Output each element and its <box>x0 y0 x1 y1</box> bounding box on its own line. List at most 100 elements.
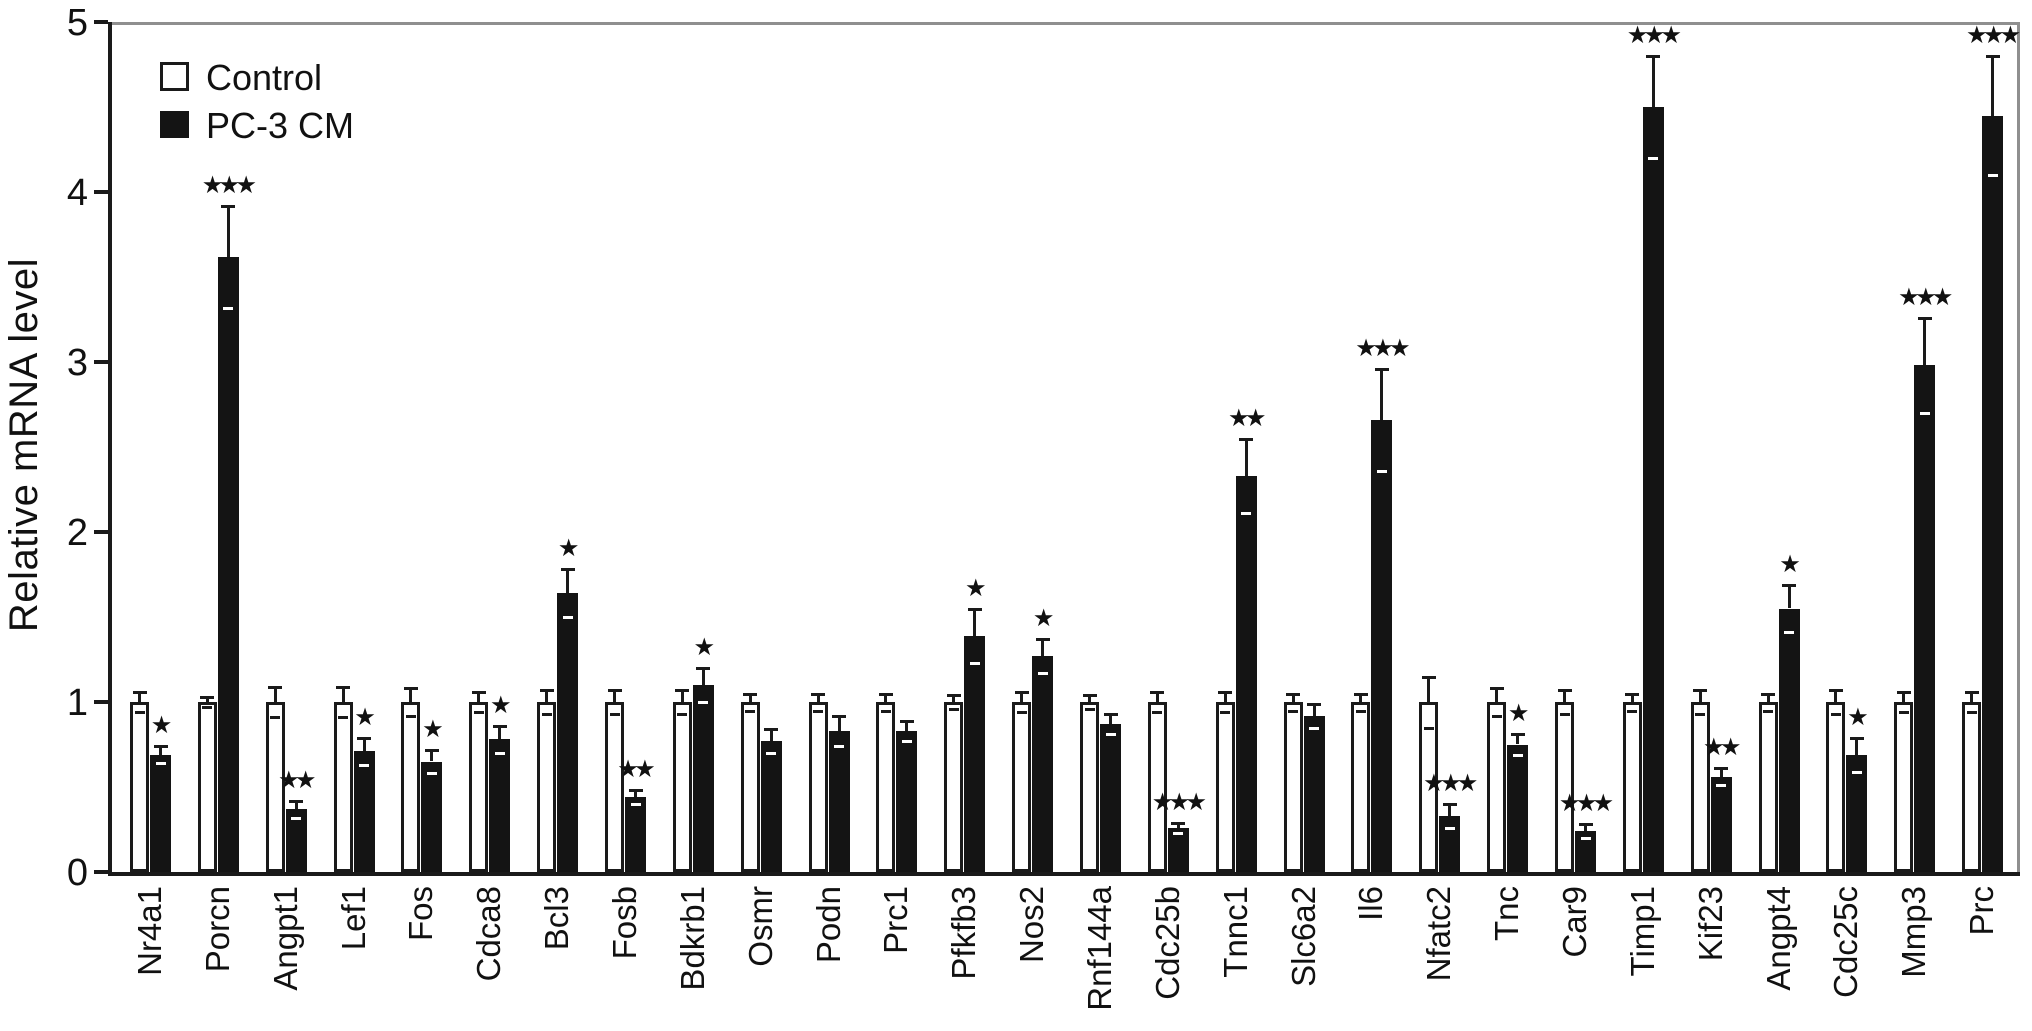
treatment-error-cap-lower <box>155 762 166 766</box>
control-error-cap-lower <box>338 716 349 720</box>
treatment-bar <box>964 635 986 872</box>
y-tick-label: 5 <box>66 2 88 44</box>
significance-stars: ★★ <box>279 768 315 792</box>
treatment-error-cap-upper <box>628 789 643 793</box>
control-error-cap-lower <box>1695 712 1706 716</box>
control-error-cap-upper <box>1014 690 1029 694</box>
control-error-cap-lower <box>202 706 213 710</box>
treatment-error-whisker <box>1448 804 1452 816</box>
control-error-cap-upper <box>1082 694 1097 698</box>
treatment-bar <box>1032 656 1054 872</box>
control-error-cap-lower <box>745 709 756 713</box>
treatment-error-cap-upper <box>832 714 847 718</box>
control-error-cap-upper <box>1828 689 1843 693</box>
treatment-error-cap-lower <box>1784 631 1795 635</box>
treatment-error-cap-lower <box>630 803 641 806</box>
treatment-error-cap-lower <box>1919 412 1930 415</box>
control-error-cap-lower <box>270 716 281 720</box>
significance-stars: ★ <box>355 705 375 729</box>
significance-stars: ★ <box>1034 607 1053 631</box>
y-axis-line <box>108 22 112 876</box>
x-axis-label: Mmp3 <box>1895 886 1933 978</box>
control-bar <box>1962 702 1982 872</box>
treatment-error-cap-lower <box>359 763 370 767</box>
x-axis-label: Nos2 <box>1013 886 1051 964</box>
treatment-error-whisker <box>1719 768 1723 777</box>
y-tick <box>94 360 108 364</box>
treatment-error-cap-upper <box>1307 702 1322 706</box>
treatment-error-cap-lower <box>1580 837 1591 840</box>
control-bar <box>605 702 624 872</box>
y-tick-label: 4 <box>66 172 88 214</box>
x-axis-label: Angpt1 <box>266 886 304 991</box>
legend-swatch-treatment <box>160 111 189 138</box>
treatment-error-whisker <box>1991 56 1995 116</box>
control-error-cap-upper <box>200 695 215 699</box>
treatment-error-cap-lower <box>834 745 845 749</box>
control-error-cap-lower <box>609 712 620 716</box>
control-error-whisker <box>409 688 413 702</box>
treatment-error-cap-upper <box>1374 367 1389 371</box>
treatment-error-cap-upper <box>1239 437 1254 441</box>
control-error-cap-lower <box>1355 709 1366 713</box>
treatment-error-cap-upper <box>1510 733 1525 737</box>
x-axis-label: Fos <box>402 886 440 942</box>
control-error-whisker <box>1495 688 1499 702</box>
treatment-error-whisker <box>1855 737 1859 755</box>
y-tick-label: 2 <box>66 512 88 554</box>
significance-stars: ★★★ <box>1424 772 1477 795</box>
treatment-error-cap-lower <box>1309 726 1320 730</box>
treatment-error-cap-upper <box>1442 803 1457 806</box>
y-tick <box>94 700 108 704</box>
treatment-error-whisker <box>1584 824 1587 832</box>
control-bar <box>1012 702 1032 872</box>
significance-stars: ★ <box>1848 705 1868 729</box>
x-axis-label: Prc <box>1963 886 2001 936</box>
y-tick <box>94 530 108 534</box>
treatment-error-cap-upper <box>899 719 914 723</box>
treatment-bar <box>150 754 171 872</box>
control-bar <box>1487 702 1507 872</box>
treatment-bar <box>557 593 579 872</box>
treatment-error-cap-lower <box>1037 672 1048 676</box>
legend-label-control: Control <box>206 57 323 98</box>
control-error-cap-lower <box>473 711 484 715</box>
significance-stars: ★★ <box>618 758 655 782</box>
treatment-bar <box>217 256 239 872</box>
treatment-bar <box>828 730 850 872</box>
significance-stars: ★ <box>966 576 985 600</box>
treatment-error-whisker <box>1312 703 1316 716</box>
control-bar <box>333 702 353 872</box>
control-error-cap-lower <box>948 707 959 711</box>
control-error-whisker <box>1834 690 1838 702</box>
treatment-bar <box>1710 776 1732 872</box>
control-error-whisker <box>1291 693 1295 702</box>
control-error-cap-lower <box>1627 709 1638 713</box>
control-bar <box>1080 702 1099 872</box>
x-axis-label: Podn <box>809 886 847 964</box>
control-error-whisker <box>205 696 209 702</box>
x-axis-label: Bcl3 <box>538 886 576 951</box>
treatment-error-cap-lower <box>1851 770 1862 774</box>
treatment-error-whisker <box>837 715 841 731</box>
control-error-cap-lower <box>1830 712 1841 716</box>
significance-stars: ★★ <box>1229 406 1265 430</box>
x-axis-label: Angpt4 <box>1759 886 1797 991</box>
control-error-whisker <box>1698 690 1702 702</box>
treatment-error-whisker <box>362 737 366 752</box>
treatment-error-cap-lower <box>1444 826 1455 830</box>
control-error-cap-lower <box>1016 711 1027 715</box>
legend-swatch-control <box>160 62 189 91</box>
control-error-whisker <box>1359 693 1363 702</box>
treatment-error-cap-lower <box>901 740 912 744</box>
treatment-error-cap-lower <box>1241 512 1252 516</box>
treatment-error-cap-upper <box>289 799 304 803</box>
y-tick-label: 0 <box>66 852 88 894</box>
y-tick-label: 1 <box>66 682 88 724</box>
control-error-whisker <box>680 690 684 702</box>
x-axis-line <box>108 872 2020 876</box>
treatment-error-cap-lower <box>291 816 302 820</box>
treatment-error-cap-upper <box>1171 821 1186 825</box>
control-error-cap-lower <box>1220 711 1231 715</box>
